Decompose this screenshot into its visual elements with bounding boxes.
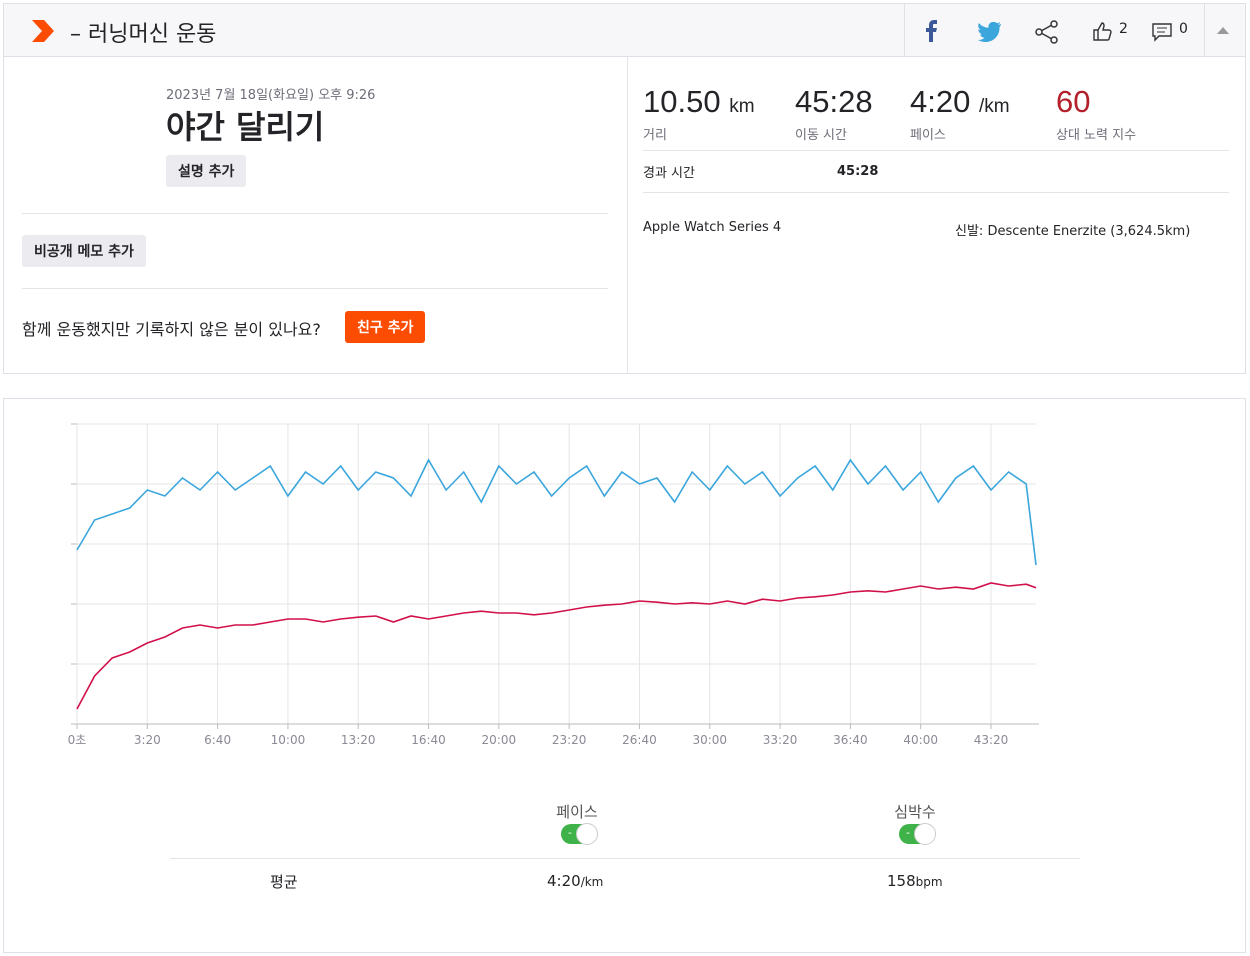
pace-value: 4:20	[547, 872, 581, 890]
add-friend-button[interactable]: 친구 추가	[345, 311, 426, 343]
x-tick-label: 13:20	[341, 733, 376, 747]
stat-value: 45:28	[795, 84, 873, 120]
shoes: 신발: Descente Enerzite (3,624.5km)	[955, 220, 1190, 239]
average-heart-rate: 158bpm	[887, 872, 943, 890]
kudos-count[interactable]: 2	[1119, 21, 1128, 37]
pace-toggle[interactable]: -	[561, 823, 598, 845]
activity-card: – 러닝머신 운동 2 0 2023년 7월 18일(화요일) 오후 9:26 …	[3, 3, 1246, 374]
x-tick-label: 16:40	[411, 733, 446, 747]
shoes-value: Descente Enerzite (3,624.5km)	[987, 224, 1191, 239]
x-tick-label: 23:20	[552, 733, 587, 747]
collapse-button[interactable]	[1217, 26, 1229, 34]
device: Apple Watch Series 4	[643, 220, 782, 235]
analysis-card: 0초 3:20 6:40 10:00 13:20 16:40 20:00 23:20 26:40…	[3, 398, 1246, 953]
x-tick-label: 0초	[68, 733, 87, 747]
stat-label: 상대 노력 지수	[1056, 128, 1137, 143]
x-tick-label: 26:40	[622, 733, 657, 747]
average-label: 평균	[270, 873, 298, 891]
comment-icon[interactable]	[1151, 22, 1173, 42]
series-line	[76, 458, 1037, 566]
add-description-button[interactable]: 설명 추가	[166, 155, 247, 187]
kudos-icon[interactable]	[1092, 22, 1114, 42]
pace-unit: /km	[580, 875, 604, 889]
twitter-button[interactable]	[978, 22, 1002, 42]
share-button[interactable]	[1034, 20, 1060, 44]
stat-label: 이동 시간	[795, 128, 847, 143]
stat-number: 60	[1056, 84, 1091, 119]
stat-number: 4:20	[910, 84, 971, 119]
x-tick-label: 6:40	[204, 733, 231, 747]
stat-unit: /km	[978, 96, 1010, 117]
stat-number: 10.50	[643, 84, 721, 119]
elapsed-label: 경과 시간	[643, 166, 695, 181]
comment-count[interactable]: 0	[1179, 21, 1188, 37]
x-tick-label: 36:40	[833, 733, 868, 747]
stat-value: 10.50 km	[643, 84, 755, 120]
x-tick-label: 40:00	[903, 733, 938, 747]
x-tick-label: 43:20	[974, 733, 1009, 747]
average-pace: 4:20/km	[547, 872, 603, 890]
stat-value: 60	[1056, 84, 1090, 120]
shoes-label: 신발:	[955, 224, 984, 239]
stat-number: 45:28	[795, 84, 873, 119]
x-tick-label: 30:00	[692, 733, 727, 747]
stat-unit: km	[729, 96, 755, 117]
hr-unit: bpm	[915, 875, 943, 889]
x-tick-label: 33:20	[763, 733, 798, 747]
stat-value: 4:20 /km	[910, 84, 1010, 120]
facebook-button[interactable]	[922, 20, 942, 42]
header-bar: – 러닝머신 운동 2 0	[4, 4, 1245, 57]
elapsed-value: 45:28	[837, 164, 879, 179]
stat-label: 페이스	[910, 128, 946, 143]
friend-question: 함께 운동했지만 기록하지 않은 분이 있나요?	[22, 320, 321, 339]
x-tick-label: 20:00	[482, 733, 517, 747]
activity-date: 2023년 7월 18일(화요일) 오후 9:26	[166, 88, 376, 103]
legend-label: 페이스	[556, 803, 598, 821]
x-tick-label: 10:00	[271, 733, 306, 747]
private-note-button[interactable]: 비공개 메모 추가	[22, 235, 146, 267]
x-tick-label: 3:20	[134, 733, 161, 747]
page-title: – 러닝머신 운동	[70, 22, 217, 47]
heart-rate-toggle[interactable]: -	[899, 823, 936, 845]
hr-value: 158	[887, 872, 916, 890]
legend-label: 심박수	[894, 803, 936, 821]
activity-name: 야간 달리기	[166, 108, 325, 146]
logo	[32, 20, 54, 42]
series-line	[76, 582, 1037, 710]
chart: 0초 3:20 6:40 10:00 13:20 16:40 20:00 23:20 26:40…	[68, 423, 1039, 747]
stat-label: 거리	[643, 128, 667, 143]
